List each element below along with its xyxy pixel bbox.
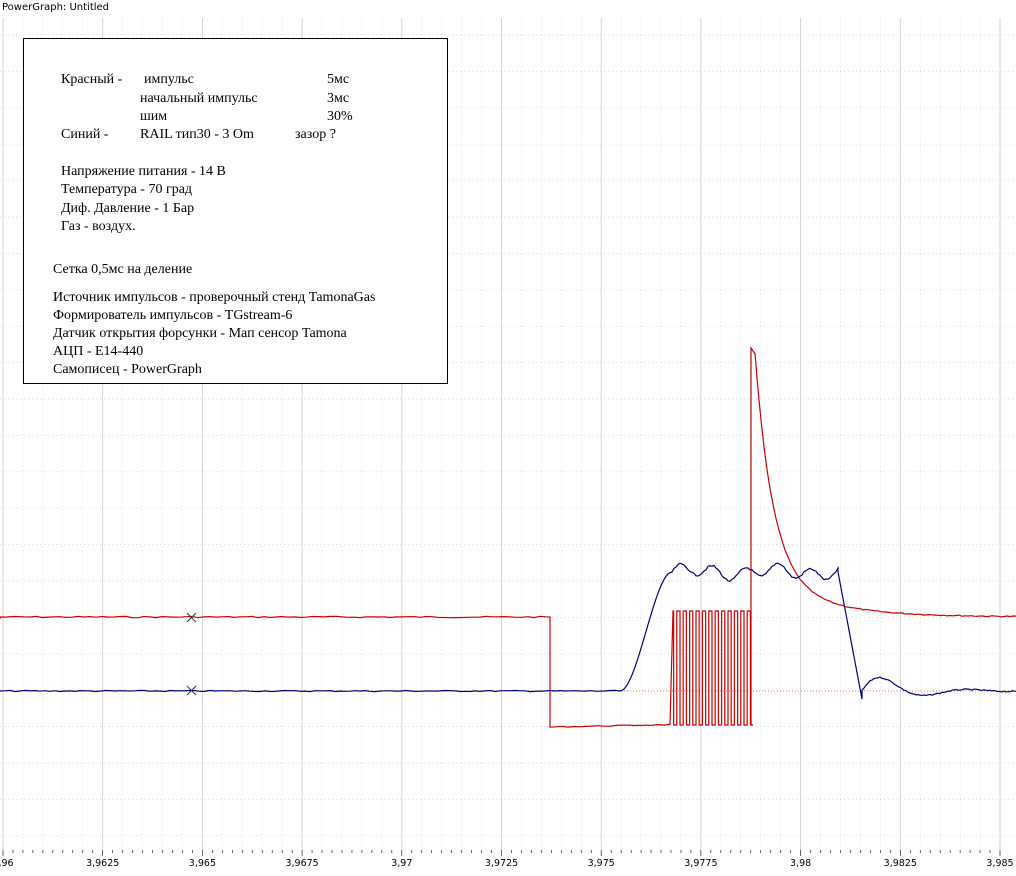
grid-scale: Сетка 0,5мс на деление	[53, 262, 193, 277]
red-cursor-marker	[186, 612, 197, 623]
blue-rail: RAIL тип30 - 3 Om	[140, 127, 254, 142]
x-tick-label: 3,97	[391, 858, 413, 869]
x-tick-label: 3,965	[188, 858, 216, 869]
pressure: Диф. Давление - 1 Бар	[61, 201, 195, 216]
red-initial-value: 3мс	[327, 91, 350, 106]
x-tick-label: 3,975	[587, 858, 615, 869]
pulse-shaper: Формирователь импульсов - TGstream-6	[53, 308, 293, 323]
info-panel: Красный - импульс 5мс начальный импульс …	[23, 38, 448, 384]
red-pulse-label: импульс	[144, 72, 194, 87]
x-tick-label: 3,9775	[684, 858, 718, 869]
supply-voltage: Напряжение питания - 14 В	[61, 164, 226, 179]
blue-label: Синий -	[61, 127, 109, 142]
blue-cursor-marker	[186, 685, 197, 696]
x-tick-label: 3,98	[790, 858, 812, 869]
x-tick-label: 3,9675	[285, 858, 319, 869]
grid-lines	[0, 18, 1016, 850]
gas: Газ - воздух.	[61, 219, 136, 234]
injector-sensor: Датчик открытия форсунки - Мап сенсор Ta…	[53, 326, 347, 341]
x-tick-label: 3,9725	[484, 858, 519, 869]
window-title: PowerGraph: Untitled	[0, 0, 1016, 18]
red-series-line	[0, 346, 1016, 728]
axis-ticks	[2, 850, 1001, 856]
red-pwm-value: 30%	[327, 109, 353, 124]
recorder: Самописец - PowerGraph	[53, 362, 202, 377]
x-tick-label: 3,985	[986, 858, 1014, 869]
adc: АЦП - E14-440	[53, 344, 144, 359]
x-tick-label: 3,9625	[86, 858, 120, 869]
x-tick-label: 3,96	[0, 858, 14, 869]
pulse-source: Источник импульсов - проверочный стенд T…	[53, 290, 376, 305]
blue-series-line	[0, 562, 1016, 700]
blue-gap: зазор ?	[295, 127, 336, 142]
red-pwm-label: шим	[140, 109, 168, 124]
red-label: Красный -	[61, 72, 123, 87]
red-pulse-value: 5мс	[327, 72, 350, 87]
red-initial-label: начальный импульс	[140, 91, 258, 106]
temperature: Температура - 70 град	[61, 182, 193, 197]
x-tick-label: 3,9825	[883, 858, 917, 869]
